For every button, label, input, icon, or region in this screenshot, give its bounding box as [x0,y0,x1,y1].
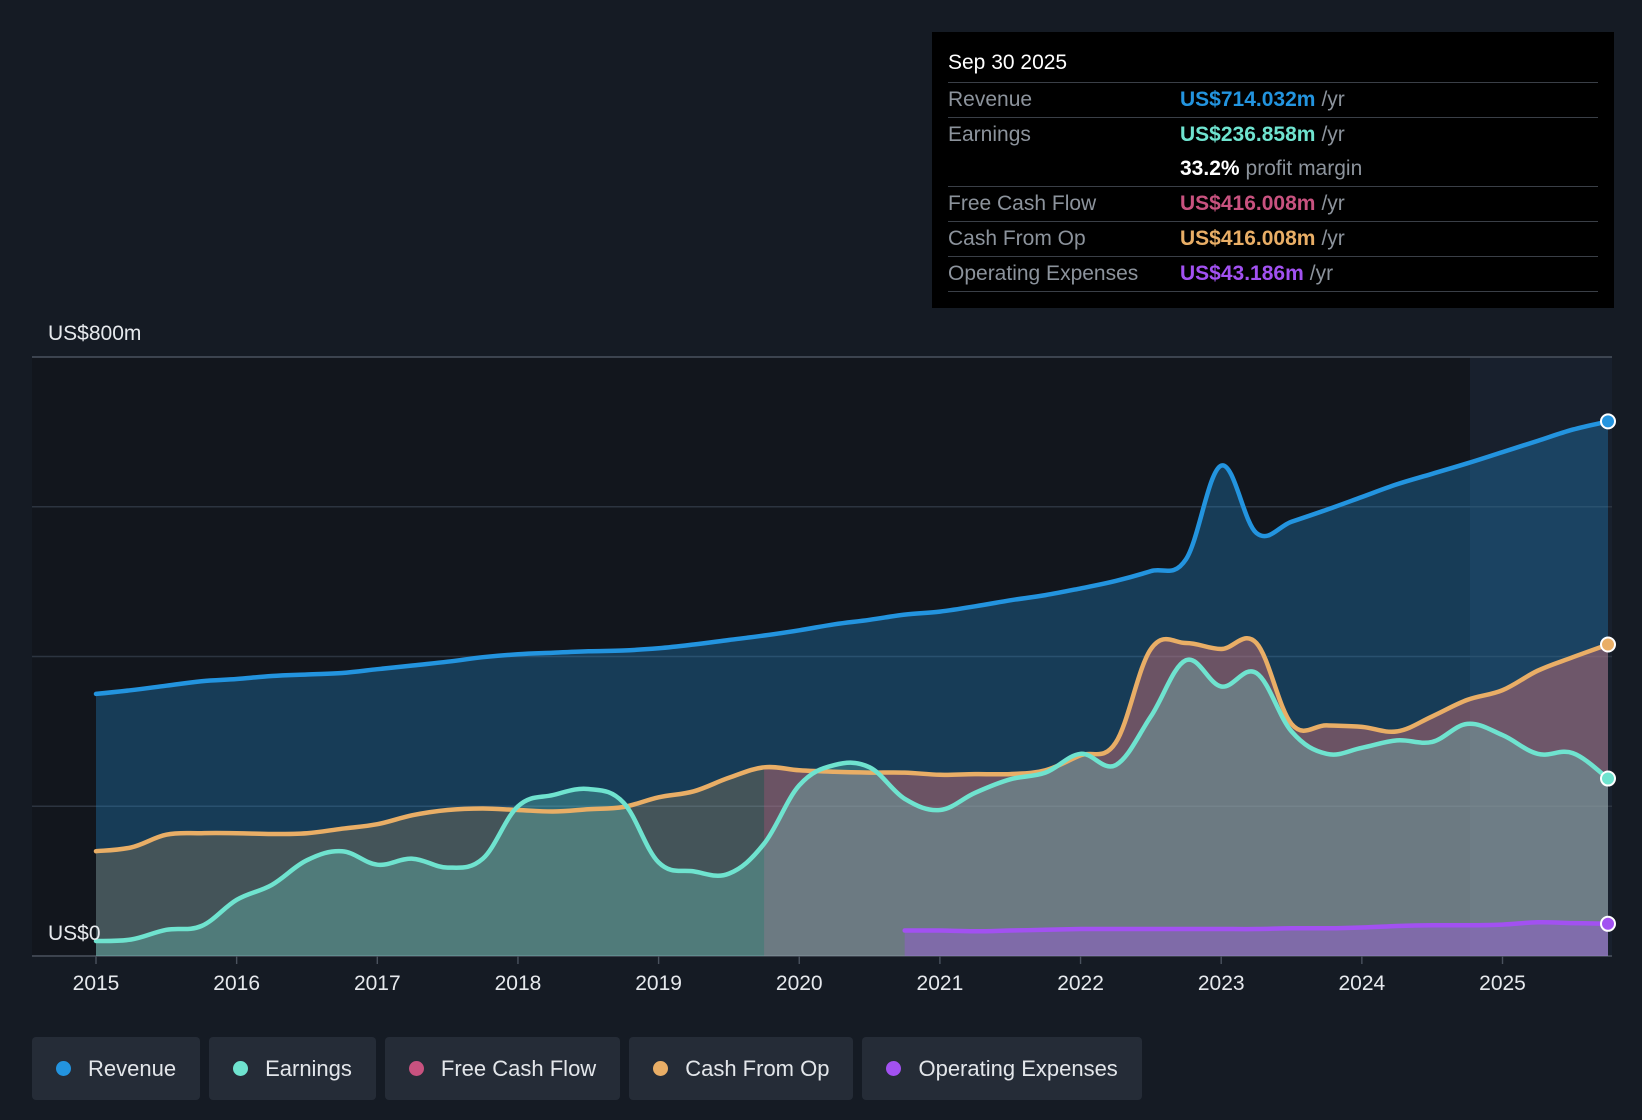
x-tick-label: 2023 [1198,972,1245,995]
tooltip-row-operating-expenses: Operating Expenses US$43.186m /yr [948,256,1598,292]
dot-icon [233,1061,249,1076]
revenue-end-point [1600,413,1616,430]
cash-from-op-area [96,638,1608,956]
y-tick-label-zero: US$0 [48,922,101,945]
legend-item-revenue[interactable]: Revenue [32,1037,201,1100]
dot-icon [56,1061,71,1076]
x-tick-label: 2025 [1479,972,1526,995]
free-cash-flow-area [764,638,1608,956]
tooltip-row-profit-margin: 33.2% profit margin [948,152,1598,186]
legend-item-earnings[interactable]: Earnings [209,1037,376,1100]
legend: Revenue Earnings Free Cash Flow Cash Fro… [32,1037,1142,1100]
dot-icon [408,1061,424,1076]
legend-label: Free Cash Flow [440,1055,597,1081]
earnings-line [93,657,1611,944]
tooltip-value-earnings: US$236.858m [1180,123,1316,146]
tooltip-label: Free Cash Flow [948,192,1097,215]
tooltip-value-operating-expenses: US$43.186m [1180,262,1304,285]
operating-expenses-line [902,919,1611,934]
x-tick-label: 2015 [73,972,120,995]
x-tick-label: 2024 [1339,972,1386,995]
tooltip-unit: /yr [1321,123,1345,146]
tooltip-label: Revenue [948,88,1033,111]
revenue-line [93,419,1611,697]
tooltip-value-profit-margin: 33.2% [1180,157,1240,180]
legend-item-free-cash-flow[interactable]: Free Cash Flow [384,1037,621,1100]
tooltip-unit: /yr [1321,88,1345,111]
legend-label: Earnings [265,1055,352,1081]
tooltip-unit: profit margin [1245,157,1363,180]
tooltip-value-revenue: US$714.032m [1180,88,1316,111]
tooltip-label: Earnings [948,123,1031,146]
tooltip-value-free-cash-flow: US$416.008m [1180,192,1316,215]
legend-item-operating-expenses[interactable]: Operating Expenses [862,1037,1142,1100]
dot-icon [653,1061,669,1076]
tooltip-unit: /yr [1321,227,1345,250]
tooltip-label: Cash From Op [948,227,1086,250]
tooltip-row-cash-from-op: Cash From Op US$416.008m /yr [948,221,1598,256]
legend-label: Cash From Op [685,1055,830,1081]
x-tick-label: 2017 [354,972,401,995]
cash-from-op-line [93,636,1611,854]
operating-expenses-end-point [1600,915,1616,932]
earnings-end-point [1600,770,1616,787]
x-tick-label: 2022 [1057,972,1104,995]
legend-label: Operating Expenses [918,1055,1118,1081]
y-tick-label-max: US$800m [48,322,141,345]
earnings-area [96,659,1608,956]
tooltip-row-revenue: Revenue US$714.032m /yr [948,82,1598,117]
x-tick-label: 2016 [213,972,260,995]
dot-icon [886,1061,902,1076]
tooltip-row-earnings: Earnings US$236.858m /yr [948,117,1598,152]
tooltip-unit: /yr [1321,192,1345,215]
tooltip-row-free-cash-flow: Free Cash Flow US$416.008m /yr [948,186,1598,221]
x-tick-label: 2019 [635,972,682,995]
revenue-area [96,421,1608,956]
tooltip-date: Sep 30 2025 [948,51,1068,74]
tooltip-label: Operating Expenses [948,262,1139,285]
cash-from-op-end-point [1600,636,1616,653]
legend-label: Revenue [88,1055,177,1081]
tooltip-label [948,152,1180,186]
x-tick-label: 2021 [917,972,964,995]
legend-item-cash-from-op[interactable]: Cash From Op [629,1037,854,1100]
x-tick-label: 2018 [495,972,542,995]
tooltip-panel: Sep 30 2025 Revenue US$714.032m /yr Earn… [932,32,1614,308]
tooltip-unit: /yr [1309,262,1334,285]
tooltip-value-cash-from-op: US$416.008m [1180,227,1316,250]
x-tick-label: 2020 [776,972,823,995]
